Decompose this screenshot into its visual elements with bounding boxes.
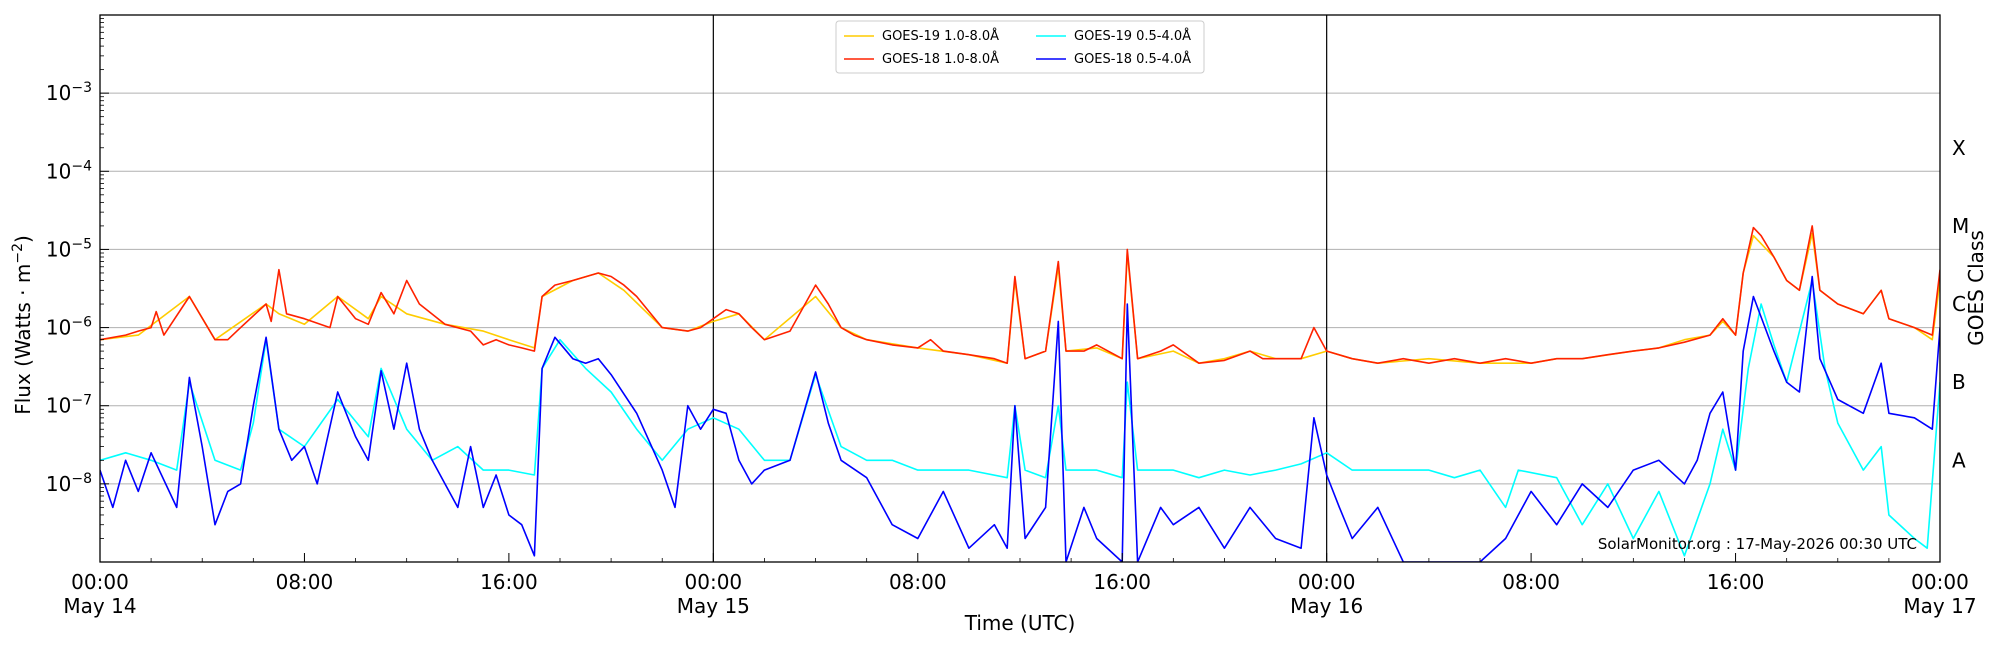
legend: GOES-19 1.0-8.0Å GOES-18 1.0-8.0Å GOES-19 … bbox=[835, 20, 1205, 74]
goes-class-labels: A B C M X bbox=[1952, 136, 1969, 473]
y-tick-exponent: −7 bbox=[71, 393, 92, 409]
x-tick-time: 00:00 bbox=[1298, 570, 1356, 594]
y-axis-title: Flux (Watts · m−2) bbox=[10, 235, 35, 415]
series-lines bbox=[100, 225, 1940, 562]
goes-class-A: A bbox=[1952, 448, 1966, 472]
y-tick-base: 10 bbox=[46, 394, 71, 418]
y-tick-exponent: −5 bbox=[71, 236, 92, 252]
y-tick-base: 10 bbox=[46, 81, 71, 105]
y-axis-title-main: Flux (Watts · m bbox=[11, 264, 35, 415]
x-tick-label-2: 16:00 bbox=[480, 570, 538, 594]
x-tick-label-6: 00:00 May 16 bbox=[1290, 570, 1363, 618]
x-tick-date: May 14 bbox=[63, 594, 136, 618]
x-tick-time: 00:00 bbox=[685, 570, 743, 594]
x-tick-time: 00:00 bbox=[71, 570, 129, 594]
y2-axis-title: GOES Class bbox=[1964, 230, 1988, 346]
series-line-3 bbox=[100, 275, 1940, 562]
y-tick-base: 10 bbox=[46, 316, 71, 340]
y-tick-label-1: 10−7 bbox=[46, 393, 92, 418]
goes-class-C: C bbox=[1952, 292, 1966, 316]
series-line-2 bbox=[100, 225, 1940, 364]
y-tick-labels: 10−810−710−610−510−410−3 bbox=[46, 80, 92, 496]
y-tick-label-0: 10−8 bbox=[46, 471, 92, 496]
x-tick-time: 08:00 bbox=[889, 570, 947, 594]
x-tick-date: May 16 bbox=[1290, 594, 1363, 618]
x-tick-label-8: 16:00 bbox=[1707, 570, 1765, 594]
y-tick-base: 10 bbox=[46, 237, 71, 261]
x-tick-label-4: 08:00 bbox=[889, 570, 947, 594]
goes-class-M: M bbox=[1952, 214, 1969, 238]
x-tick-time: 00:00 bbox=[1911, 570, 1969, 594]
y-tick-exponent: −3 bbox=[71, 80, 92, 96]
y-tick-exponent: −4 bbox=[71, 158, 92, 174]
axes bbox=[99, 14, 1941, 563]
y-tick-base: 10 bbox=[46, 472, 71, 496]
legend-label-2: GOES-18 1.0-8.0Å bbox=[882, 51, 999, 67]
x-tick-time: 08:00 bbox=[276, 570, 334, 594]
y-tick-label-2: 10−6 bbox=[46, 315, 92, 340]
y-tick-label-3: 10−5 bbox=[46, 236, 92, 261]
x-tick-label-1: 08:00 bbox=[276, 570, 334, 594]
y-tick-exponent: −8 bbox=[71, 471, 92, 487]
y-tick-base: 10 bbox=[46, 159, 71, 183]
x-tick-date: May 17 bbox=[1903, 594, 1976, 618]
x-tick-label-7: 08:00 bbox=[1502, 570, 1560, 594]
legend-frame bbox=[835, 20, 1205, 74]
legend-label-3: GOES-18 0.5-4.0Å bbox=[1074, 51, 1191, 67]
x-tick-label-3: 00:00 May 15 bbox=[677, 570, 750, 618]
legend-label-0: GOES-19 1.0-8.0Å bbox=[882, 28, 999, 44]
y-tick-label-5: 10−3 bbox=[46, 80, 92, 105]
goes-class-B: B bbox=[1952, 370, 1966, 394]
x-tick-date: May 15 bbox=[677, 594, 750, 618]
x-tick-label-0: 00:00 May 14 bbox=[63, 570, 136, 618]
y-tick-label-4: 10−4 bbox=[46, 158, 92, 183]
credit-text: SolarMonitor.org : 17-May-2026 00:30 UTC bbox=[1598, 535, 1917, 553]
goes-class-X: X bbox=[1952, 136, 1966, 160]
legend-label-1: GOES-19 0.5-4.0Å bbox=[1074, 28, 1191, 44]
x-tick-time: 16:00 bbox=[1707, 570, 1765, 594]
grid-lines bbox=[100, 15, 1940, 562]
x-tick-time: 16:00 bbox=[1093, 570, 1151, 594]
y-axis-title-close: ) bbox=[11, 235, 35, 243]
x-axis-title: Time (UTC) bbox=[964, 611, 1076, 635]
y-axis-title-superscript: −2 bbox=[10, 243, 26, 264]
x-tick-label-5: 16:00 bbox=[1093, 570, 1151, 594]
y-tick-exponent: −6 bbox=[71, 315, 92, 331]
x-tick-time: 08:00 bbox=[1502, 570, 1560, 594]
x-tick-time: 16:00 bbox=[480, 570, 538, 594]
x-tick-label-9: 00:00 May 17 bbox=[1903, 570, 1976, 618]
